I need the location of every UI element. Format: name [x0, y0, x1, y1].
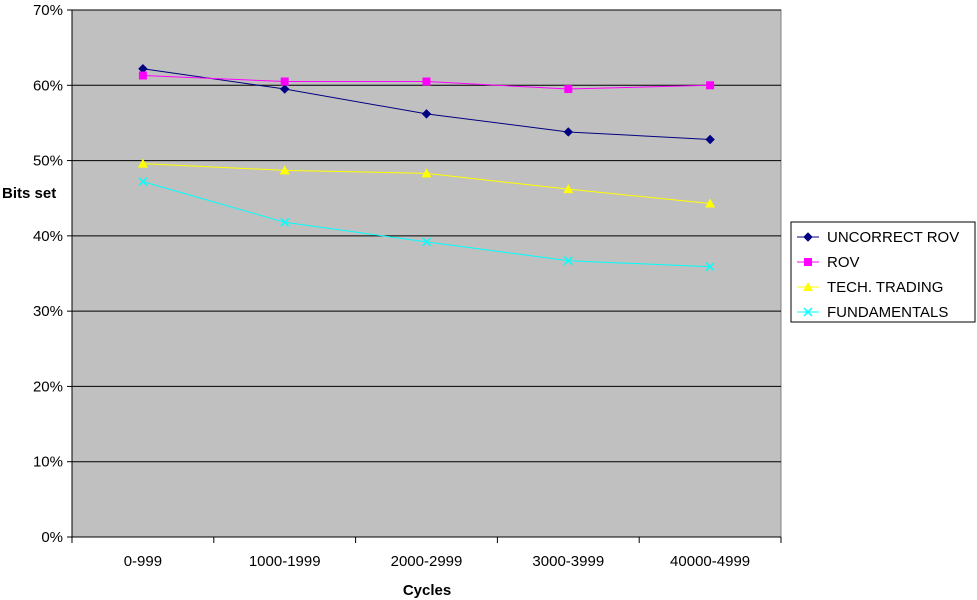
data-point	[137, 158, 148, 168]
data-point	[705, 198, 716, 208]
legend-marker	[803, 307, 813, 317]
x-tick-label: 0-999	[124, 553, 162, 570]
y-tick-labels: 0% 10% 20% 30% 40% 50% 60% 70%	[33, 2, 63, 546]
data-point	[279, 84, 290, 94]
y-tick-label: 10%	[33, 454, 63, 471]
data-point	[279, 165, 290, 175]
data-point	[563, 256, 573, 266]
y-tick-label: 50%	[33, 153, 63, 170]
x-tick-label: 1000-1999	[249, 553, 321, 570]
data-point	[564, 85, 573, 94]
legend-item: ROV	[797, 254, 860, 271]
series-tech-trading	[137, 158, 716, 208]
series-rov	[138, 71, 715, 94]
legend-label: ROV	[827, 254, 860, 271]
y-tick-label: 0%	[41, 529, 63, 546]
legend-marker	[804, 258, 812, 266]
data-point	[422, 77, 431, 86]
data-point	[705, 262, 715, 272]
legend-label: TECH. TRADING	[827, 279, 943, 296]
y-axis-title: Bits set	[2, 185, 56, 202]
series-fundamentals	[138, 177, 715, 272]
data-point	[421, 168, 432, 178]
legend-item: TECH. TRADING	[797, 279, 943, 296]
data-point	[563, 127, 574, 137]
y-tick-label: 70%	[33, 2, 63, 19]
axes	[67, 9, 782, 543]
legend-label: UNCORRECT ROV	[827, 229, 959, 246]
data-point	[421, 109, 432, 119]
legend-marker	[803, 282, 813, 291]
legend: UNCORRECT ROV ROV TECH. TRADING FUNDAMENTAL…	[790, 221, 976, 323]
data-point	[138, 177, 148, 187]
legend-box	[790, 221, 976, 323]
series-group	[137, 64, 716, 272]
legend-marker	[803, 232, 813, 242]
data-point	[280, 77, 289, 86]
y-tick-label: 20%	[33, 378, 63, 395]
plot-area	[71, 9, 782, 538]
y-tick-label: 30%	[33, 303, 63, 320]
data-point	[563, 184, 574, 194]
legend-item: FUNDAMENTALS	[797, 304, 948, 321]
data-point	[421, 237, 432, 247]
data-point	[705, 134, 715, 145]
x-axis-title: Cycles	[403, 582, 451, 599]
x-tick-labels: 0-999 1000-1999 2000-2999 3000-3999 40000-49…	[124, 553, 750, 570]
x-tick-label: 40000-4999	[670, 553, 750, 570]
legend-label: FUNDAMENTALS	[827, 304, 948, 321]
data-point	[706, 81, 715, 90]
x-tick-label: 3000-3999	[532, 553, 604, 570]
data-point	[280, 217, 290, 227]
data-point	[138, 71, 147, 80]
y-tick-label: 60%	[33, 77, 63, 94]
legend-item: UNCORRECT ROV	[797, 229, 959, 246]
x-tick-label: 2000-2999	[391, 553, 463, 570]
y-tick-label: 40%	[33, 228, 63, 245]
